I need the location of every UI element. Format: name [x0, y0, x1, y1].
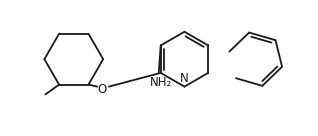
- Text: NH₂: NH₂: [149, 76, 172, 89]
- Text: O: O: [98, 83, 107, 96]
- Text: N: N: [180, 72, 189, 85]
